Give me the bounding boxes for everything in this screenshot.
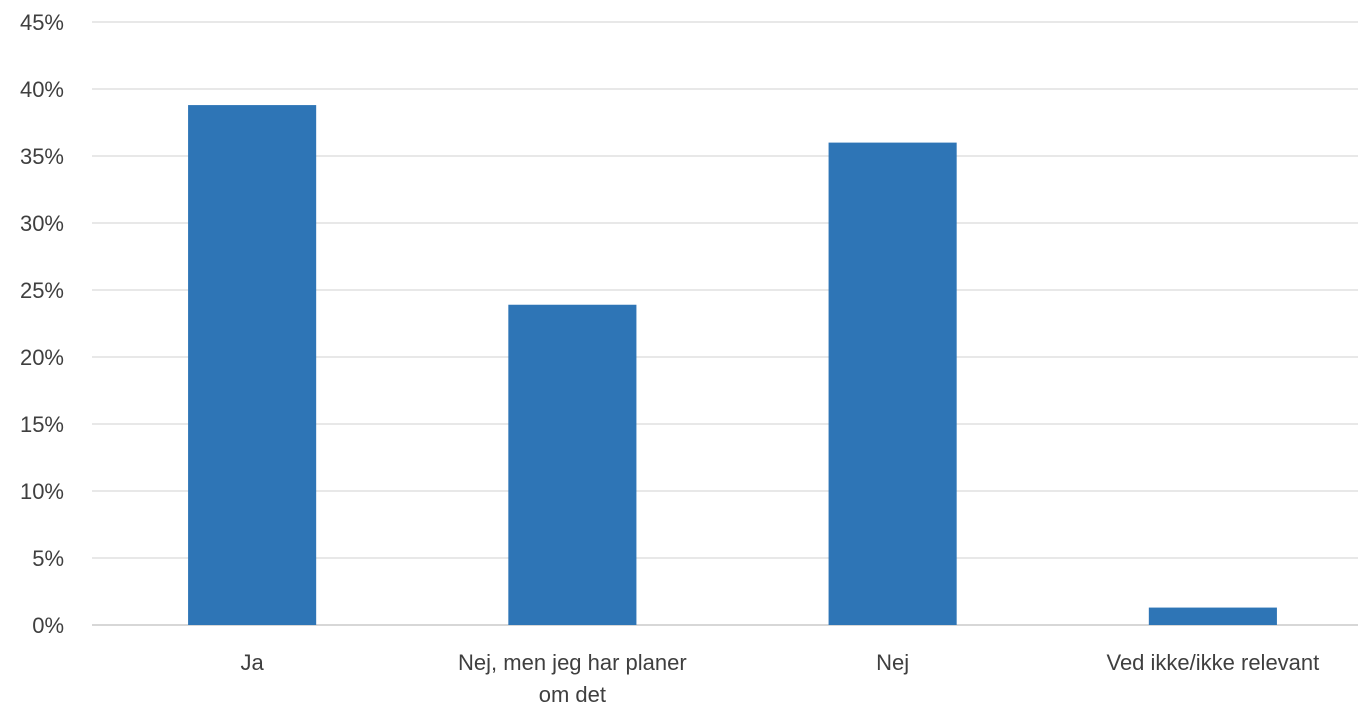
y-tick-label: 35%	[20, 144, 64, 169]
bar	[188, 105, 317, 625]
x-tick-label: Nej	[876, 650, 909, 675]
y-tick-label: 20%	[20, 345, 64, 370]
x-tick-label: Ja	[241, 650, 265, 675]
y-tick-label: 30%	[20, 211, 64, 236]
y-tick-label: 15%	[20, 412, 64, 437]
bar	[828, 142, 957, 625]
bars	[188, 105, 1277, 625]
bar	[508, 304, 637, 625]
y-axis-ticks: 0% 5% 10% 15% 20% 25% 30% 35% 40% 45%	[20, 10, 64, 638]
y-tick-label: 0%	[32, 613, 64, 638]
y-tick-label: 10%	[20, 479, 64, 504]
y-tick-label: 5%	[32, 546, 64, 571]
x-tick-label: Nej, men jeg har planer om det	[458, 650, 687, 707]
x-tick-label: Ved ikke/ikke relevant	[1106, 650, 1319, 675]
bar	[1148, 607, 1277, 625]
y-tick-label: 25%	[20, 278, 64, 303]
y-tick-label: 40%	[20, 77, 64, 102]
x-axis-labels: Ja Nej, men jeg har planer om det Nej Ved ik…	[241, 650, 1320, 707]
y-tick-label: 45%	[20, 10, 64, 35]
